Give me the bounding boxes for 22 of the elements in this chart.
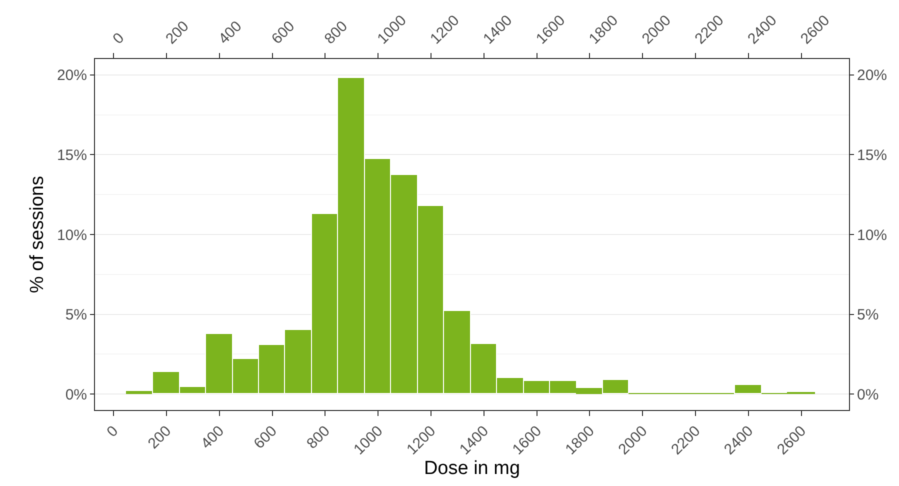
y-tick-label: 5% [65, 306, 87, 324]
x-tick-label: 600 [268, 18, 298, 48]
x2-tick-label: 200 [144, 422, 175, 452]
y2-tick-label: 15% [857, 146, 888, 164]
x-tick-label: 800 [321, 18, 351, 48]
y2-tick-label: 10% [857, 226, 888, 244]
x2-tick-label: 0 [104, 422, 122, 441]
y-tick-label: 15% [56, 146, 87, 164]
y-axis-title: % of sessions [26, 176, 48, 294]
x-axis-title: Dose in mg [424, 458, 520, 480]
y-tick-label: 0% [65, 386, 87, 404]
y2-tick-label: 5% [857, 306, 879, 324]
x-tick-label: 400 [215, 18, 246, 48]
y-tick-label: 20% [56, 67, 87, 84]
y-tick-label: 10% [56, 226, 87, 244]
x-tick-label: 0 [110, 30, 128, 48]
y2-tick-label: 20% [857, 67, 888, 84]
x2-tick-label: 400 [198, 422, 228, 452]
y2-tick-label: 0% [857, 386, 879, 404]
x-tick-label: 200 [162, 18, 192, 48]
x2-tick-label: 600 [250, 422, 280, 452]
x2-tick-label: 800 [304, 422, 334, 452]
